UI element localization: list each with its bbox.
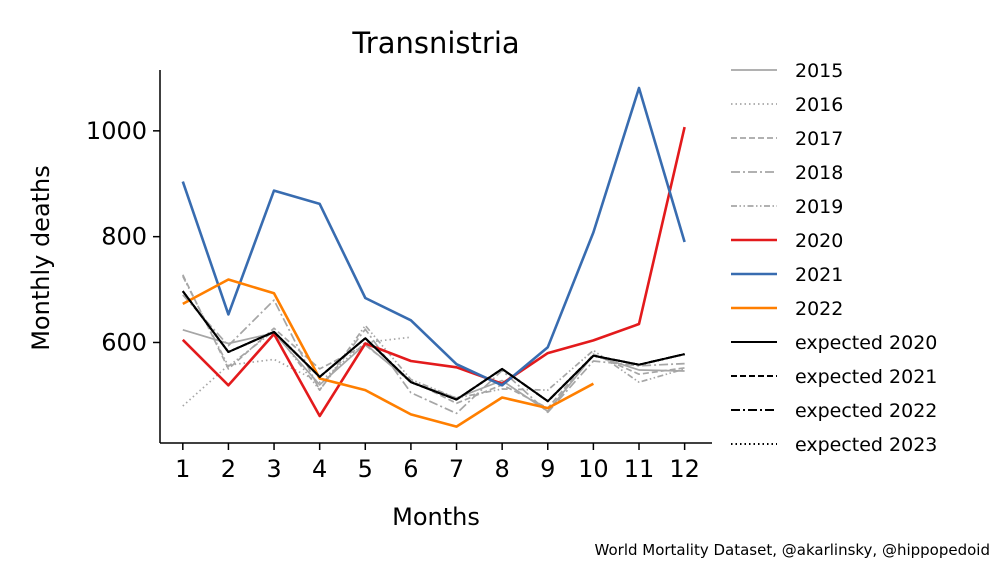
x-tick-label: 10: [578, 455, 609, 483]
x-tick-label: 2: [221, 455, 236, 483]
legend-label: expected 2021: [795, 366, 937, 388]
series-line-2016: [182, 336, 411, 407]
legend-label: 2016: [795, 94, 843, 116]
y-tick-label: 600: [101, 328, 147, 356]
x-tick-label: 1: [175, 455, 190, 483]
legend-label: 2022: [795, 298, 843, 320]
legend-label: expected 2023: [795, 434, 937, 456]
chart-title: Transnistria: [351, 26, 519, 60]
credit-text: World Mortality Dataset, @akarlinsky, @h…: [595, 541, 990, 559]
x-tick-label: 7: [449, 455, 464, 483]
series-line-2022: [182, 278, 595, 428]
legend-label: 2020: [795, 230, 843, 252]
x-tick-label: 5: [358, 455, 373, 483]
x-tick-label: 9: [540, 455, 555, 483]
series-line-2021: [181, 86, 686, 387]
legend-label: 2015: [795, 60, 843, 82]
series-line-2020: [181, 126, 686, 418]
y-tick-label: 1000: [86, 117, 147, 145]
series-line-expected-2023: [182, 290, 685, 403]
legend: 2015 2016 2017 2018 2019 2020 2021 2022 expected…: [731, 60, 937, 456]
legend-label: expected 2020: [795, 332, 937, 354]
x-tick-label: 12: [669, 455, 700, 483]
series-line-expected-2022: [182, 290, 685, 403]
series-line-2018: [182, 294, 685, 415]
legend-label: expected 2022: [795, 400, 937, 422]
y-axis-label: Monthly deaths: [27, 165, 55, 351]
legend-label: 2019: [795, 196, 843, 218]
series-line-expected-2021: [182, 290, 685, 403]
legend-label: 2017: [795, 128, 843, 150]
legend-label: 2018: [795, 162, 843, 184]
x-tick-label: 11: [624, 455, 655, 483]
x-tick-label: 8: [495, 455, 510, 483]
plot-area: [181, 86, 686, 428]
series-line-2019: [182, 275, 685, 399]
x-tick-label: 6: [403, 455, 418, 483]
y-tick-label: 800: [101, 223, 147, 251]
x-axis-label: Months: [392, 503, 480, 531]
x-tick-label: 4: [312, 455, 327, 483]
series-line-expected-2020: [182, 290, 685, 403]
x-tick-label: 3: [266, 455, 281, 483]
legend-label: 2021: [795, 264, 843, 286]
